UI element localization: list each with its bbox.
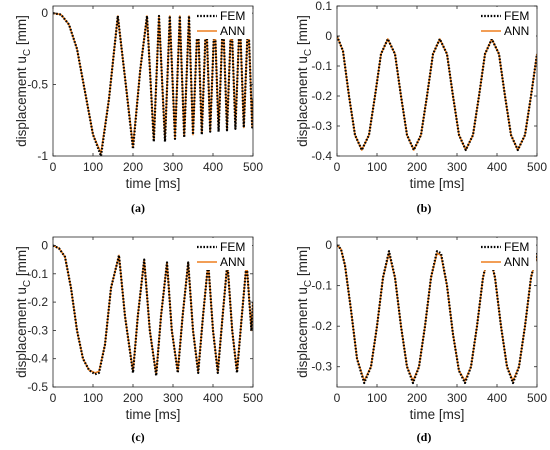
- legend-label-ann: ANN: [220, 255, 245, 269]
- y-axis-label-subscript: C: [22, 49, 33, 56]
- x-tick-label: 400: [203, 160, 223, 174]
- y-tick-label: -0.3: [311, 360, 332, 374]
- y-tick-label: 0: [325, 29, 332, 43]
- axes-box: [336, 5, 538, 157]
- x-tick-label: 0: [334, 160, 341, 174]
- legend-label-ann: ANN: [220, 24, 245, 38]
- legend-box: [194, 238, 252, 270]
- y-axis-label-unit: [mm]: [14, 246, 29, 280]
- series-line-fem: [337, 244, 537, 385]
- y-axis-label-subscript: C: [303, 49, 314, 56]
- x-tick-label: 100: [83, 160, 103, 174]
- y-tick-label: -0.1: [311, 279, 332, 293]
- y-axis-label: displacement uC [mm]: [14, 246, 33, 378]
- x-tick-label: 300: [447, 391, 467, 405]
- y-axis-label: displacement uC [mm]: [295, 246, 314, 378]
- x-tick-label: 500: [527, 160, 547, 174]
- x-tick-label: 100: [83, 391, 103, 405]
- y-tick-label: -0.4: [311, 149, 332, 163]
- legend-box: [478, 7, 536, 39]
- y-tick-label: -0.5: [27, 380, 48, 394]
- y-tick-label: 0: [41, 238, 48, 252]
- legend-label-fem: FEM: [504, 9, 529, 23]
- y-axis-label-unit: [mm]: [295, 15, 310, 49]
- y-axis-label-unit: [mm]: [14, 15, 29, 49]
- x-tick-label: 100: [367, 160, 387, 174]
- y-tick-label: -0.2: [311, 89, 332, 103]
- y-tick-label: -0.5: [27, 78, 48, 92]
- y-tick-label: -0.3: [27, 323, 48, 337]
- x-tick-label: 0: [50, 160, 57, 174]
- y-tick-label: -0.1: [311, 59, 332, 73]
- x-tick-label: 0: [50, 391, 57, 405]
- y-tick-label: 0: [41, 6, 48, 20]
- legend-label-fem: FEM: [220, 240, 245, 254]
- legend-label-ann: ANN: [504, 24, 529, 38]
- legend-box: [194, 7, 252, 39]
- y-tick-label: -0.1: [27, 267, 48, 281]
- chart-panel: 0 100 200 300 400 500 -1 -0.5 0 time [ms] displace…: [14, 5, 263, 215]
- x-tick-label: 400: [487, 391, 507, 405]
- axes-box: [336, 236, 538, 388]
- y-tick-label: -0.2: [27, 295, 48, 309]
- legend-box: [478, 238, 536, 270]
- y-axis-label-main: displacement u: [14, 287, 29, 378]
- series-line-ann: [337, 35, 537, 151]
- x-axis-label: time [ms]: [410, 176, 465, 191]
- x-tick-label: 200: [123, 391, 143, 405]
- x-tick-label: 200: [407, 391, 427, 405]
- panel-label: (a): [131, 201, 145, 215]
- x-tick-label: 100: [367, 391, 387, 405]
- x-tick-label: 500: [243, 391, 263, 405]
- y-axis-label-unit: [mm]: [295, 246, 310, 280]
- axes-box: [52, 5, 254, 157]
- y-tick-label: -0.4: [27, 352, 48, 366]
- chart-panel: 0 100 200 300 400 500 -0.4 -0.3 -0.2 -0.1 0 0.1 time…: [295, 0, 547, 215]
- legend-label-fem: FEM: [220, 9, 245, 23]
- y-tick-label: -1: [37, 149, 48, 163]
- y-tick-label: 0: [325, 238, 332, 252]
- x-tick-label: 200: [407, 160, 427, 174]
- panel-label: (d): [417, 430, 432, 444]
- x-tick-label: 500: [243, 160, 263, 174]
- panel-label: (b): [417, 201, 432, 215]
- x-tick-label: 200: [123, 160, 143, 174]
- y-tick-label: -0.2: [311, 319, 332, 333]
- chart-panel: 0 100 200 300 400 500 -0.5 -0.4 -0.3 -0.2 -0.1 0 tim…: [14, 236, 263, 444]
- x-tick-label: 300: [447, 160, 467, 174]
- panel-label: (c): [131, 430, 144, 444]
- x-tick-label: 300: [163, 160, 183, 174]
- y-axis-label: displacement uC [mm]: [14, 15, 33, 147]
- series-line-fem: [53, 244, 253, 377]
- legend-label-fem: FEM: [504, 240, 529, 254]
- x-tick-label: 500: [527, 391, 547, 405]
- x-axis-label: time [ms]: [126, 407, 181, 422]
- chart-panel: 0 100 200 300 400 500 -0.3 -0.2 -0.1 0 time [ms] di…: [295, 236, 547, 444]
- y-tick-label: 0.1: [315, 0, 332, 13]
- y-axis-label-subscript: C: [303, 280, 314, 287]
- x-tick-label: 300: [163, 391, 183, 405]
- axes-box: [52, 236, 254, 388]
- x-axis-label: time [ms]: [126, 176, 181, 191]
- legend-label-ann: ANN: [504, 255, 529, 269]
- y-tick-label: -0.3: [311, 119, 332, 133]
- x-tick-label: 400: [487, 160, 507, 174]
- y-axis-label-main: displacement u: [295, 56, 310, 147]
- x-axis-label: time [ms]: [410, 407, 465, 422]
- x-tick-label: 400: [203, 391, 223, 405]
- y-axis-label-main: displacement u: [14, 56, 29, 147]
- y-axis-label-main: displacement u: [295, 287, 310, 378]
- x-tick-label: 0: [334, 391, 341, 405]
- y-axis-label: displacement uC [mm]: [295, 15, 314, 147]
- y-axis-label-subscript: C: [22, 280, 33, 287]
